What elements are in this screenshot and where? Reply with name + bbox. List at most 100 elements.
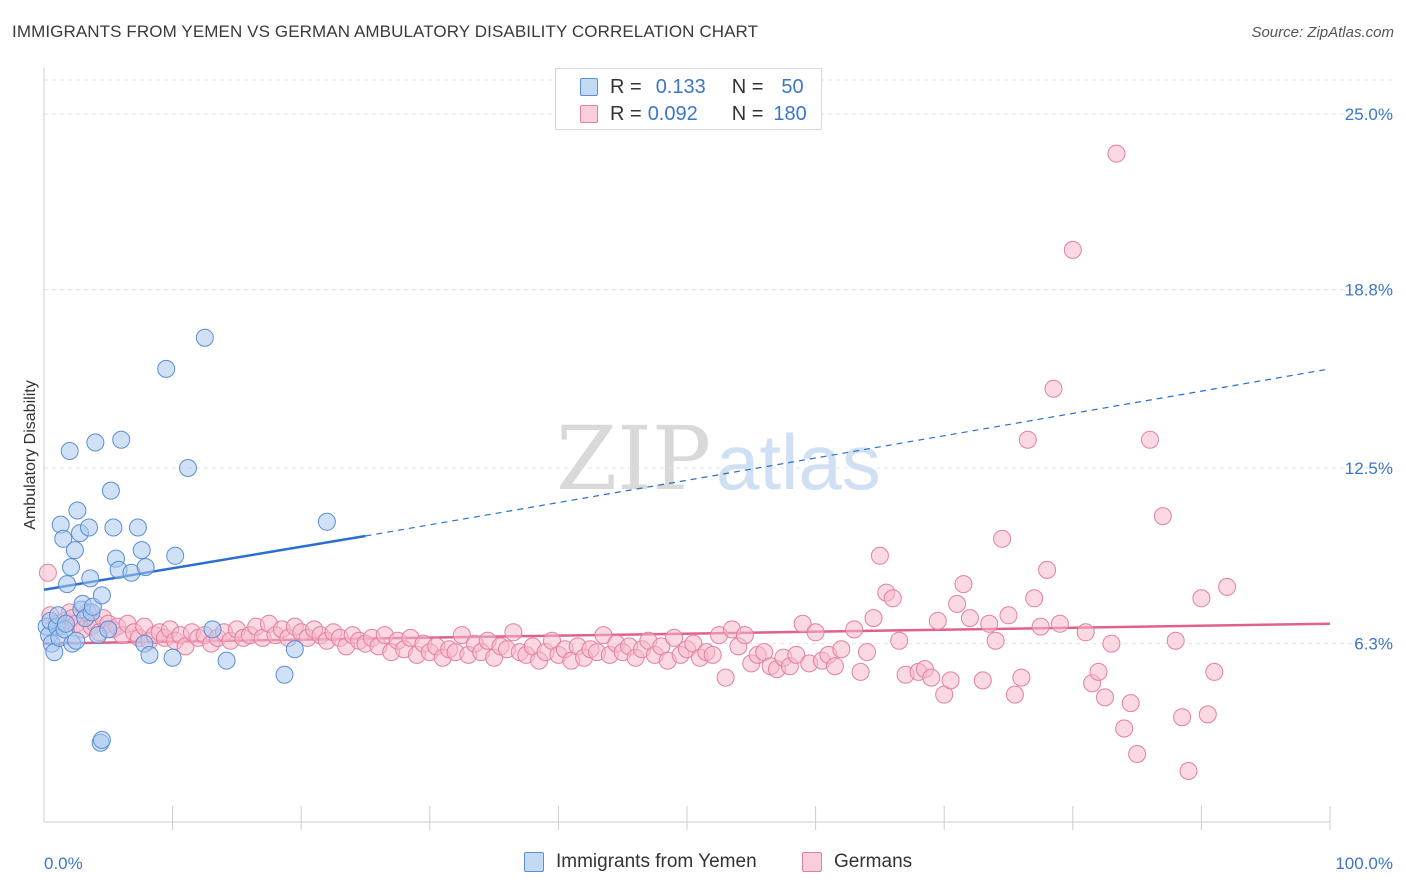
y-tick-label: 25.0% — [1345, 105, 1393, 124]
germans-point — [787, 645, 806, 664]
germans-point — [993, 529, 1012, 548]
yemen-point — [58, 575, 77, 594]
germans-point — [883, 589, 902, 608]
germans-point — [858, 643, 876, 662]
legend-n-value: 50 — [781, 75, 804, 98]
legend-swatch-pink — [580, 105, 598, 123]
axes — [43, 68, 1331, 830]
germans-point — [1218, 577, 1237, 596]
germans-point — [941, 671, 960, 690]
yemen-point — [166, 546, 185, 565]
germans-point — [1153, 507, 1172, 526]
germans-point — [1050, 614, 1069, 633]
x-tick-label: 0.0% — [44, 854, 83, 873]
yemen-point — [132, 541, 151, 560]
germans-point — [806, 623, 825, 642]
y-axis-label: Ambulatory Disability — [22, 380, 39, 529]
germans-point — [1012, 668, 1031, 687]
germans-point — [793, 614, 812, 633]
germans-point — [1179, 762, 1198, 780]
germans-point — [1166, 631, 1185, 650]
y-tick-label: 18.8% — [1345, 281, 1393, 300]
yemen-point — [217, 651, 236, 670]
germans-point — [999, 606, 1018, 625]
legend-r-label: R = — [610, 75, 642, 98]
yemen-point — [285, 640, 304, 659]
yemen-point — [163, 648, 182, 667]
yemen-trend-extension — [365, 368, 1331, 537]
germans-point — [1128, 745, 1147, 763]
yemen-point — [60, 442, 79, 460]
correlation-legend: R = 0.133 N = 50 R = 0.092 N = 180 — [555, 68, 822, 130]
germans-point — [1063, 240, 1082, 259]
germans-point — [1076, 623, 1095, 642]
y-tick-label: 12.5% — [1345, 459, 1393, 478]
yemen-point — [179, 459, 197, 477]
yemen-point — [68, 501, 87, 520]
germans-point — [928, 611, 947, 630]
germans-point — [38, 563, 57, 582]
legend-row-germans: R = 0.092 N = 180 — [580, 101, 807, 127]
germans-point — [1121, 694, 1140, 713]
germans-point — [735, 626, 754, 645]
germans-point — [1192, 589, 1211, 608]
germans-point — [1005, 685, 1024, 704]
germans-point — [665, 628, 684, 647]
yemen-point — [140, 645, 159, 664]
yemen-point — [195, 328, 214, 347]
series-legend-yemen: Immigrants from Yemen — [524, 851, 757, 873]
watermark-atlas: atlas — [716, 418, 881, 506]
yemen-point — [101, 481, 120, 500]
yemen-point — [112, 430, 131, 449]
germans-point — [980, 614, 999, 633]
yemen-point — [275, 665, 294, 684]
yemen-point — [317, 512, 336, 531]
legend-n-value: 180 — [773, 102, 807, 125]
legend-r-value: 0.092 — [647, 102, 698, 125]
germans-point — [960, 609, 979, 628]
germans-point — [594, 626, 613, 645]
yemen-point — [86, 433, 105, 452]
germans-point — [716, 668, 735, 687]
germans-point — [825, 657, 844, 676]
yemen-point — [99, 620, 118, 639]
yemen-point — [92, 586, 111, 605]
legend-row-yemen: R = 0.133 N = 50 — [580, 74, 804, 100]
germans-point — [1031, 617, 1050, 636]
legend-n-label: N = — [731, 75, 764, 98]
yemen-point — [136, 558, 155, 577]
germans-point — [1141, 430, 1159, 449]
yemen-point — [67, 631, 86, 650]
germans-point — [1115, 719, 1134, 738]
germans-point — [1018, 430, 1037, 449]
germans-point — [1044, 379, 1063, 398]
germans-point — [832, 640, 851, 659]
germans-point — [452, 626, 471, 645]
yemen-point — [81, 569, 100, 588]
yemen-point — [56, 614, 75, 633]
tick-labels: 6.3% 12.5% 18.8% 25.0% 0.0% 100.0% — [44, 105, 1393, 873]
legend-r-label: R = — [610, 102, 642, 125]
gridlines — [44, 79, 1392, 645]
yemen-point — [92, 730, 111, 749]
yemen-point — [65, 541, 84, 560]
y-tick-label: 6.3% — [1354, 635, 1393, 654]
germans-point — [890, 631, 909, 650]
germans-point — [1025, 589, 1044, 608]
germans-point — [1089, 662, 1108, 681]
germans-point — [504, 623, 523, 642]
germans-point — [1173, 708, 1192, 727]
series-name-germans: Germans — [834, 851, 913, 872]
yemen-point — [62, 558, 80, 577]
legend-swatch-blue — [580, 78, 598, 96]
germans-point — [851, 662, 870, 681]
chart-title: IMMIGRANTS FROM YEMEN VS GERMAN AMBULATO… — [12, 22, 759, 41]
germans-point — [703, 645, 722, 664]
legend-n-label: N = — [731, 102, 764, 125]
series-name-yemen: Immigrants from Yemen — [556, 851, 757, 872]
germans-point — [1205, 662, 1224, 681]
source-credit: Source: ZipAtlas.com — [1251, 24, 1394, 41]
germans-point — [1096, 688, 1114, 707]
series-legend-germans: Germans — [802, 851, 912, 873]
